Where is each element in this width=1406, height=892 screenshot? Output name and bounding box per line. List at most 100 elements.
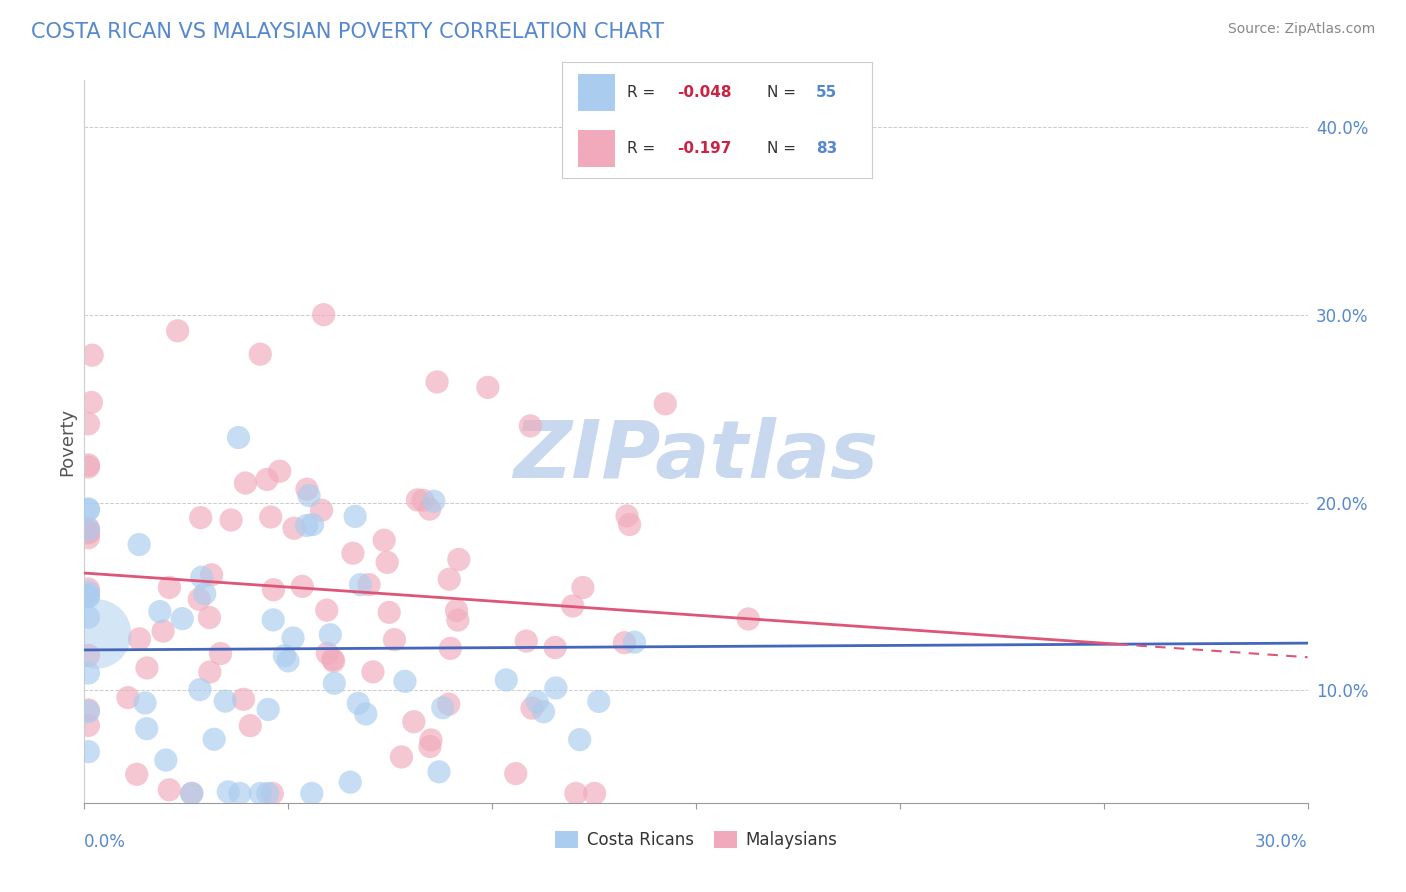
Point <box>214 694 236 708</box>
Point <box>77 745 100 759</box>
Point <box>256 472 278 486</box>
Text: R =: R = <box>627 141 665 156</box>
Point <box>77 523 100 537</box>
Point <box>342 546 364 560</box>
Point <box>520 701 543 715</box>
Point <box>439 572 461 586</box>
Point <box>357 577 380 591</box>
Point <box>447 613 470 627</box>
Point <box>519 418 541 433</box>
Point <box>391 750 413 764</box>
Point <box>149 605 172 619</box>
Point <box>228 431 250 445</box>
Point <box>544 681 567 695</box>
Point <box>322 654 344 668</box>
Point <box>406 492 429 507</box>
Point <box>349 577 371 591</box>
Point <box>155 753 177 767</box>
Point <box>77 417 100 431</box>
Point <box>613 636 636 650</box>
Point <box>235 476 257 491</box>
Point <box>77 718 100 732</box>
Point <box>295 518 318 533</box>
Point <box>152 624 174 639</box>
Point <box>654 397 676 411</box>
Point <box>623 635 645 649</box>
Point <box>82 348 104 362</box>
Legend: Costa Ricans, Malaysians: Costa Ricans, Malaysians <box>548 824 844 856</box>
Point <box>249 786 271 800</box>
Point <box>77 525 100 540</box>
Point <box>180 786 202 800</box>
Point <box>427 764 450 779</box>
Point <box>77 648 100 663</box>
Point <box>86 627 108 641</box>
Point <box>135 722 157 736</box>
Text: ZIPatlas: ZIPatlas <box>513 417 879 495</box>
Point <box>157 581 180 595</box>
Text: N =: N = <box>766 141 800 156</box>
Point <box>80 395 103 409</box>
Point <box>77 501 100 516</box>
Point <box>202 732 225 747</box>
Point <box>201 567 224 582</box>
Point <box>515 634 537 648</box>
Point <box>495 673 517 687</box>
Point <box>209 647 232 661</box>
Point <box>426 375 449 389</box>
Point <box>77 665 100 680</box>
Point <box>134 696 156 710</box>
Point <box>583 786 606 800</box>
Point <box>157 782 180 797</box>
Point <box>561 599 583 613</box>
Point <box>256 786 278 800</box>
Point <box>194 587 217 601</box>
Point <box>311 503 333 517</box>
Point <box>283 521 305 535</box>
Point <box>432 700 454 714</box>
Point <box>565 786 588 800</box>
FancyBboxPatch shape <box>578 74 614 112</box>
Point <box>77 703 100 717</box>
Point <box>239 719 262 733</box>
Point <box>437 697 460 711</box>
Point <box>198 665 221 679</box>
Text: R =: R = <box>627 85 661 100</box>
Point <box>188 592 211 607</box>
Point <box>301 786 323 800</box>
Point <box>339 775 361 789</box>
Point <box>477 380 499 394</box>
Point <box>439 641 461 656</box>
Point <box>262 613 284 627</box>
Point <box>260 510 283 524</box>
Point <box>316 647 339 661</box>
Point <box>544 640 567 655</box>
Point <box>446 603 468 617</box>
Text: -0.197: -0.197 <box>676 141 731 156</box>
Text: Source: ZipAtlas.com: Source: ZipAtlas.com <box>1227 22 1375 37</box>
Point <box>77 531 100 545</box>
Point <box>277 654 299 668</box>
Point <box>322 652 344 666</box>
Point <box>219 513 242 527</box>
Point <box>249 347 271 361</box>
Text: 0.0%: 0.0% <box>84 833 127 851</box>
Point <box>257 702 280 716</box>
Point <box>77 460 100 475</box>
Point <box>77 590 100 604</box>
Point <box>419 502 441 516</box>
Point <box>533 705 555 719</box>
Point <box>420 733 443 747</box>
Point <box>77 705 100 719</box>
Point <box>412 493 434 508</box>
Point <box>188 682 211 697</box>
Y-axis label: Poverty: Poverty <box>58 408 76 475</box>
Point <box>198 610 221 624</box>
Point <box>77 524 100 539</box>
Point <box>394 674 416 689</box>
Point <box>575 153 598 168</box>
Point <box>281 631 304 645</box>
Text: 30.0%: 30.0% <box>1256 833 1308 851</box>
Point <box>291 579 314 593</box>
Point <box>229 786 252 800</box>
